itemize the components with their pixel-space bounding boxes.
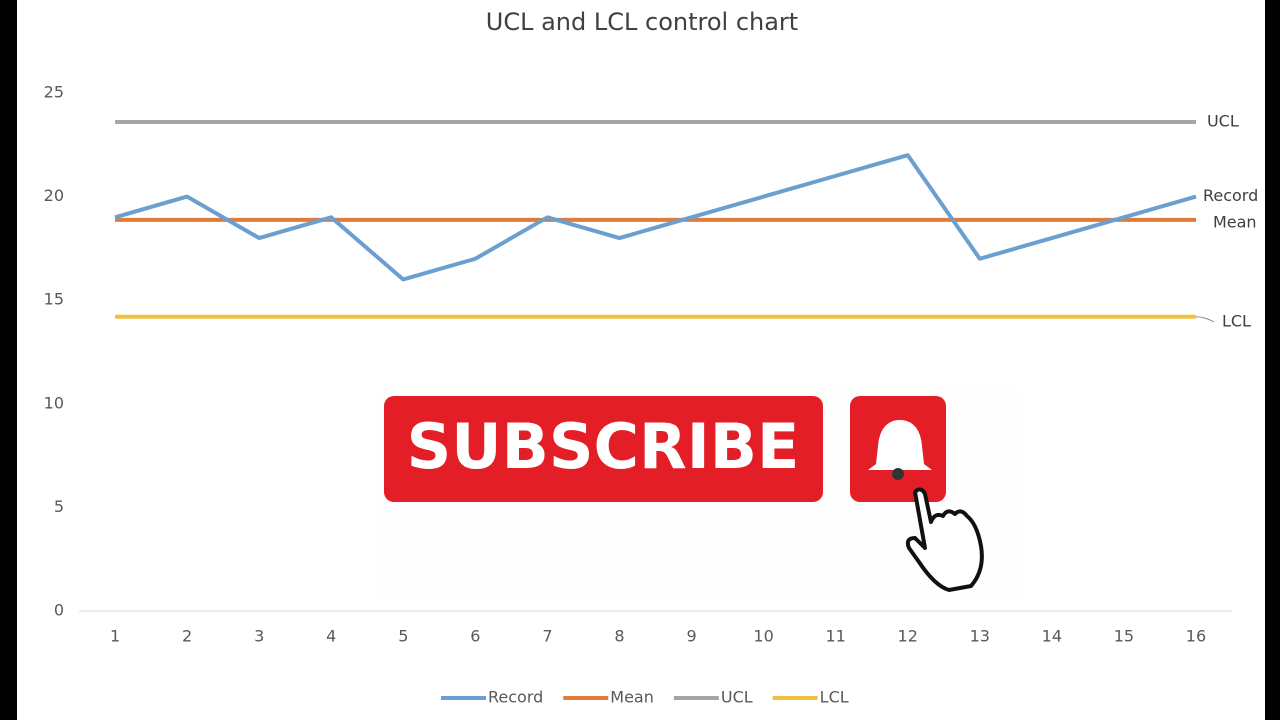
x-tick-label: 8 [614,627,624,646]
y-tick-label: 0 [54,601,64,620]
legend-label: UCL [721,688,753,707]
x-tick-label: 14 [1042,627,1062,646]
x-tick-label: 4 [326,627,336,646]
series-line [114,153,1197,282]
x-tick-label: 3 [254,627,264,646]
legend-label: Mean [610,688,654,707]
x-tick-label: 6 [470,627,480,646]
legend: Record Mean UCL LCL [441,688,849,707]
legend-label: Record [488,688,543,707]
x-tick-label: 13 [970,627,990,646]
x-tick-label: 10 [753,627,773,646]
end-label: UCL [1207,112,1239,131]
end-label: Mean [1213,212,1257,231]
x-tick-label: 16 [1186,627,1206,646]
end-label: LCL [1222,311,1251,330]
legend-label: LCL [820,688,849,707]
bell-clapper [892,468,904,480]
hand-cursor [905,487,984,592]
x-tick-label: 15 [1114,627,1134,646]
x-tick-label: 1 [110,627,120,646]
x-tick-label: 7 [542,627,552,646]
y-tick-label: 25 [44,83,64,102]
subscribe-overlay: SUBSCRIBE [380,388,1020,600]
chart-background [17,0,1265,720]
end-label-leader [1195,316,1215,323]
y-tick-label: 10 [44,393,64,412]
end-label: Record [1203,186,1258,205]
x-tick-label: 12 [898,627,918,646]
y-tick-label: 5 [54,497,64,516]
subscribe-text: SUBSCRIBE [407,410,800,483]
y-tick-label: 20 [44,186,64,205]
chart-title: UCL and LCL control chart [486,8,798,36]
x-tick-label: 5 [398,627,408,646]
bell-icon [868,420,932,470]
x-tick-label: 9 [686,627,696,646]
y-tick-label: 15 [44,290,64,309]
subscribe-button[interactable] [384,396,823,502]
x-tick-label: 2 [182,627,192,646]
x-tick-label: 11 [825,627,845,646]
